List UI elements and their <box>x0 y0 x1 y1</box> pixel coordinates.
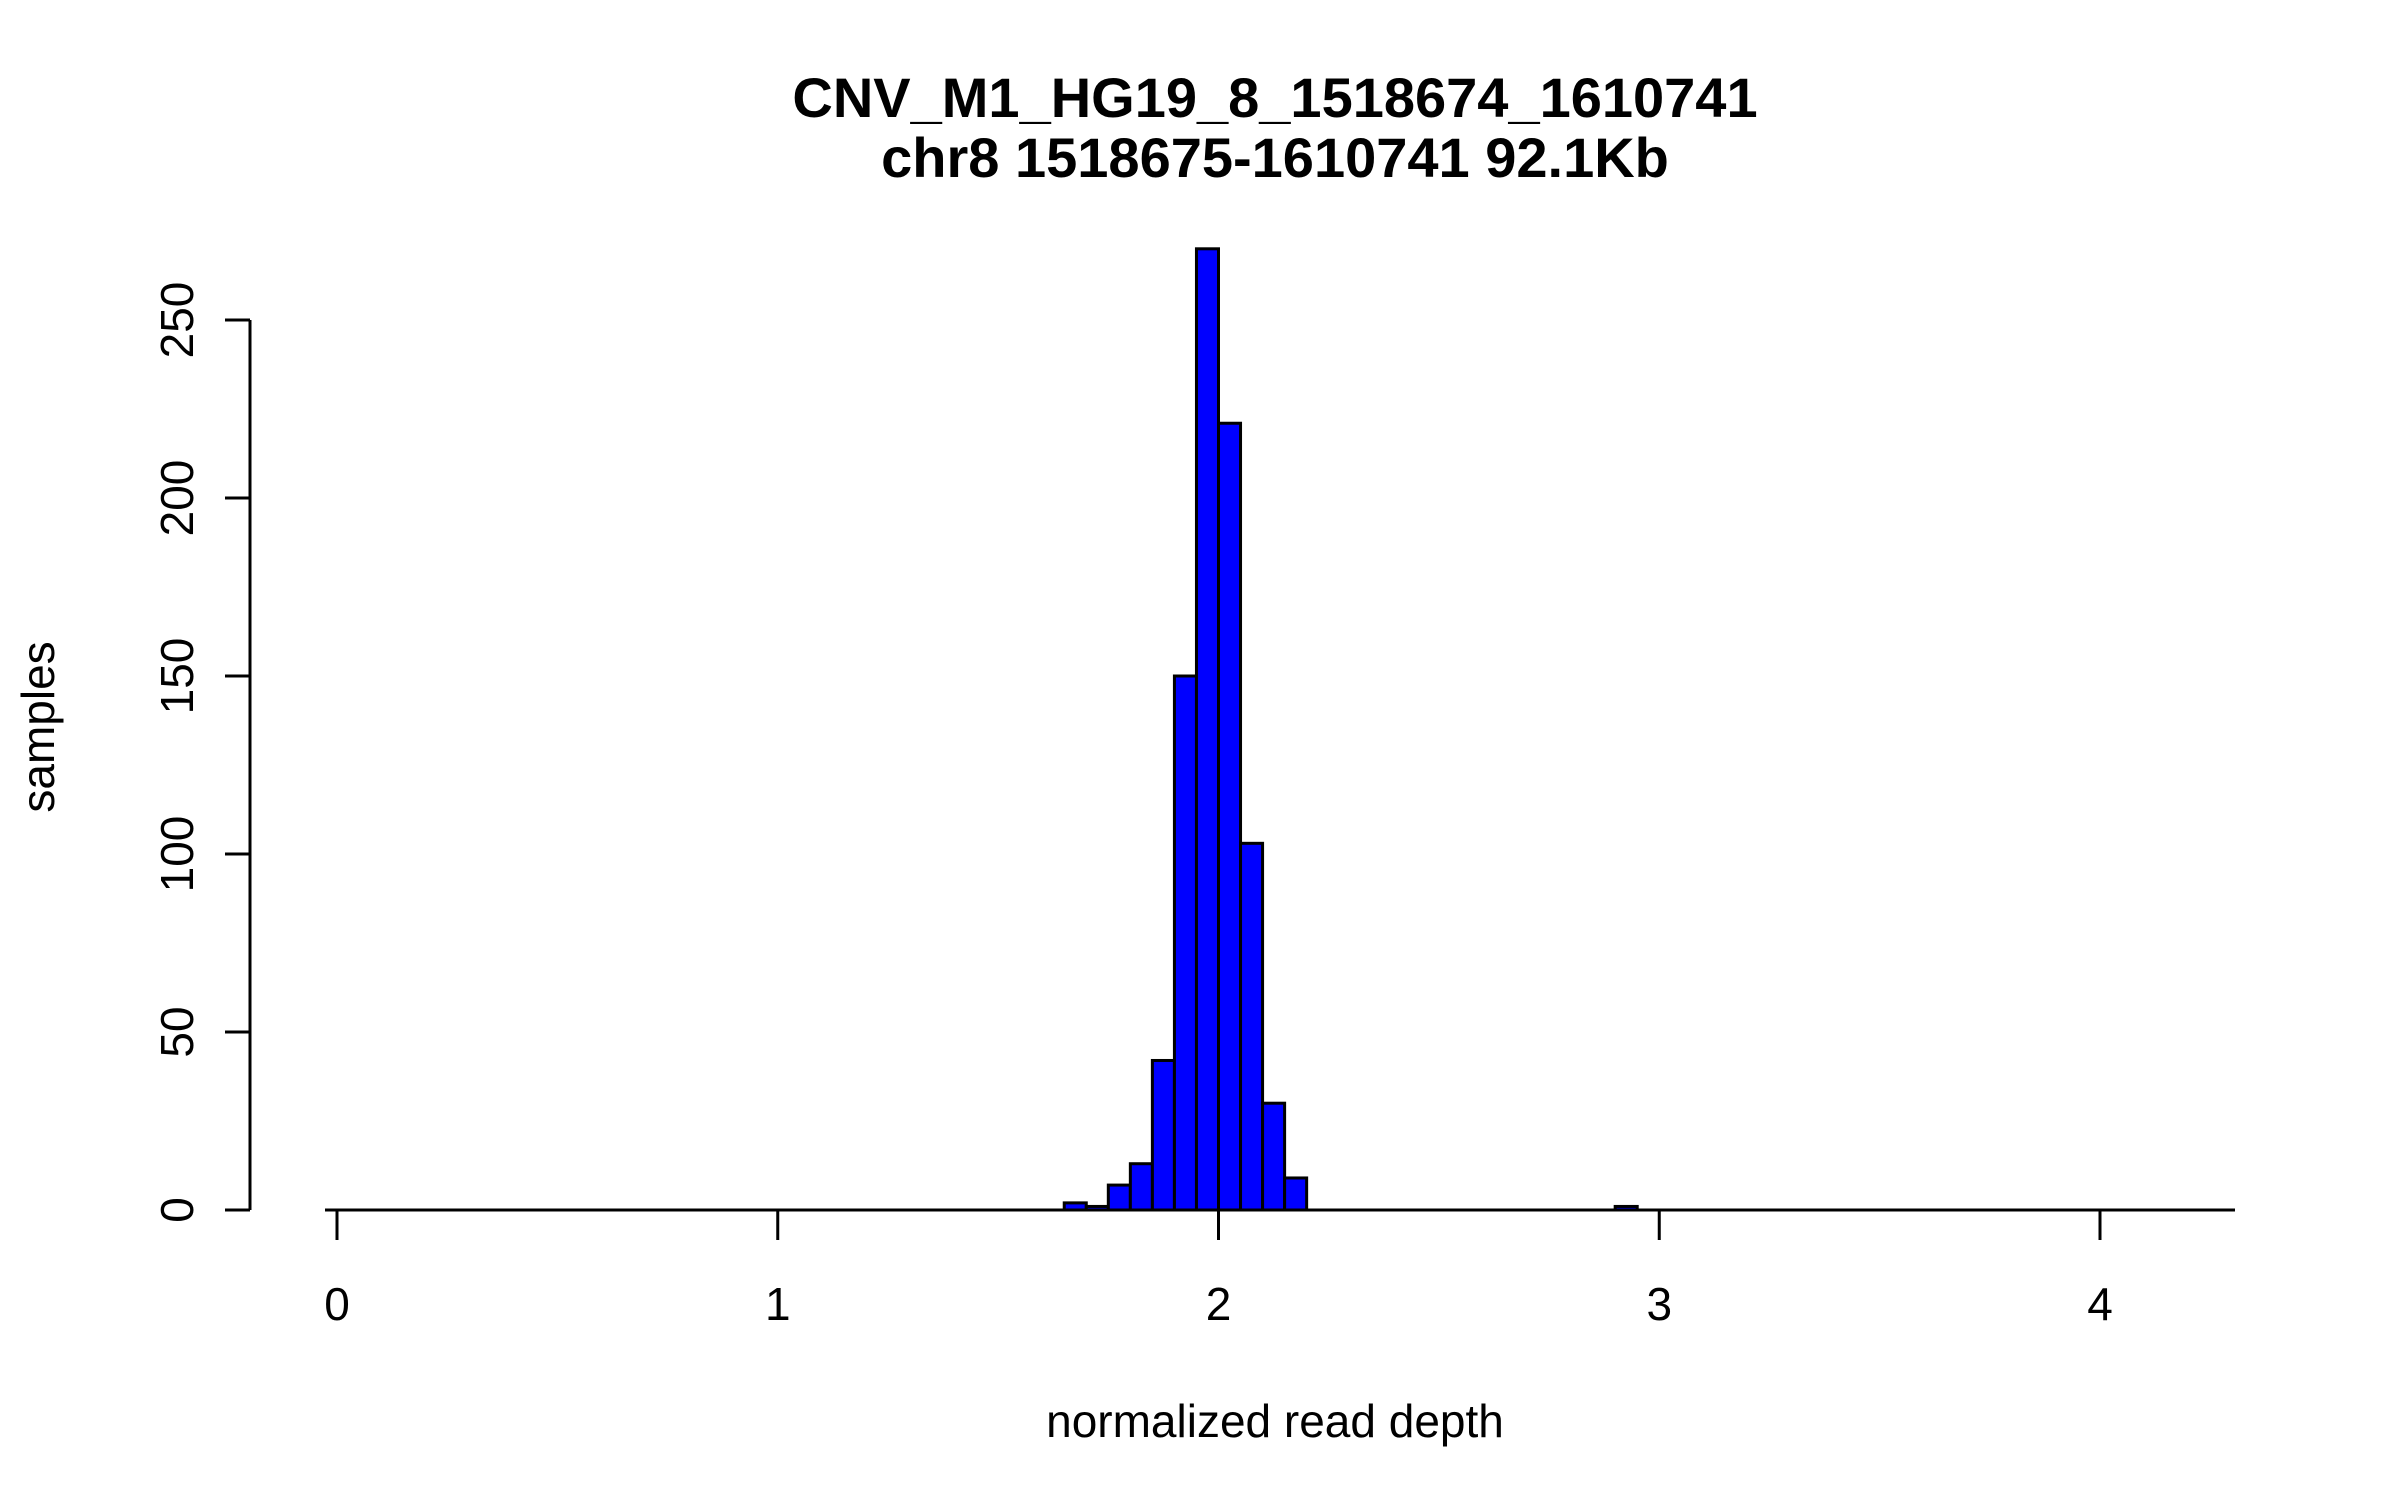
y-tick-label: 50 <box>151 1006 203 1057</box>
y-tick-label: 100 <box>151 816 203 893</box>
histogram-bars <box>1062 247 1639 1212</box>
histogram-bar <box>1194 247 1221 1212</box>
chart-title: CNV_M1_HG19_8_1518674_1610741 <box>792 66 1757 129</box>
x-tick-label: 0 <box>324 1278 350 1330</box>
x-tick-label: 2 <box>1206 1278 1232 1330</box>
histogram-bar <box>1217 421 1243 1212</box>
histogram-bar <box>1239 841 1265 1212</box>
histogram-bar <box>1128 1162 1154 1212</box>
x-axis-label: normalized read depth <box>1046 1395 1504 1447</box>
histogram-bar <box>1283 1176 1309 1212</box>
y-axis-label: samples <box>12 641 64 812</box>
chart-subtitle: chr8 1518675-1610741 92.1Kb <box>881 126 1669 189</box>
y-tick-label: 150 <box>151 638 203 715</box>
histogram-bar <box>1261 1101 1287 1212</box>
histogram-bar <box>1172 674 1198 1212</box>
histogram-bar <box>1106 1183 1132 1212</box>
y-tick-label: 0 <box>151 1197 203 1223</box>
x-tick-label: 4 <box>2087 1278 2113 1330</box>
y-axis: 0 50 100 150 200 250 <box>151 282 252 1223</box>
x-tick-label: 1 <box>765 1278 791 1330</box>
y-tick-label: 200 <box>151 460 203 537</box>
x-tick-label: 3 <box>1646 1278 1672 1330</box>
y-tick-label: 250 <box>151 282 203 359</box>
histogram-bar <box>1150 1058 1176 1212</box>
x-axis: 0 1 2 3 4 <box>324 1208 2113 1330</box>
